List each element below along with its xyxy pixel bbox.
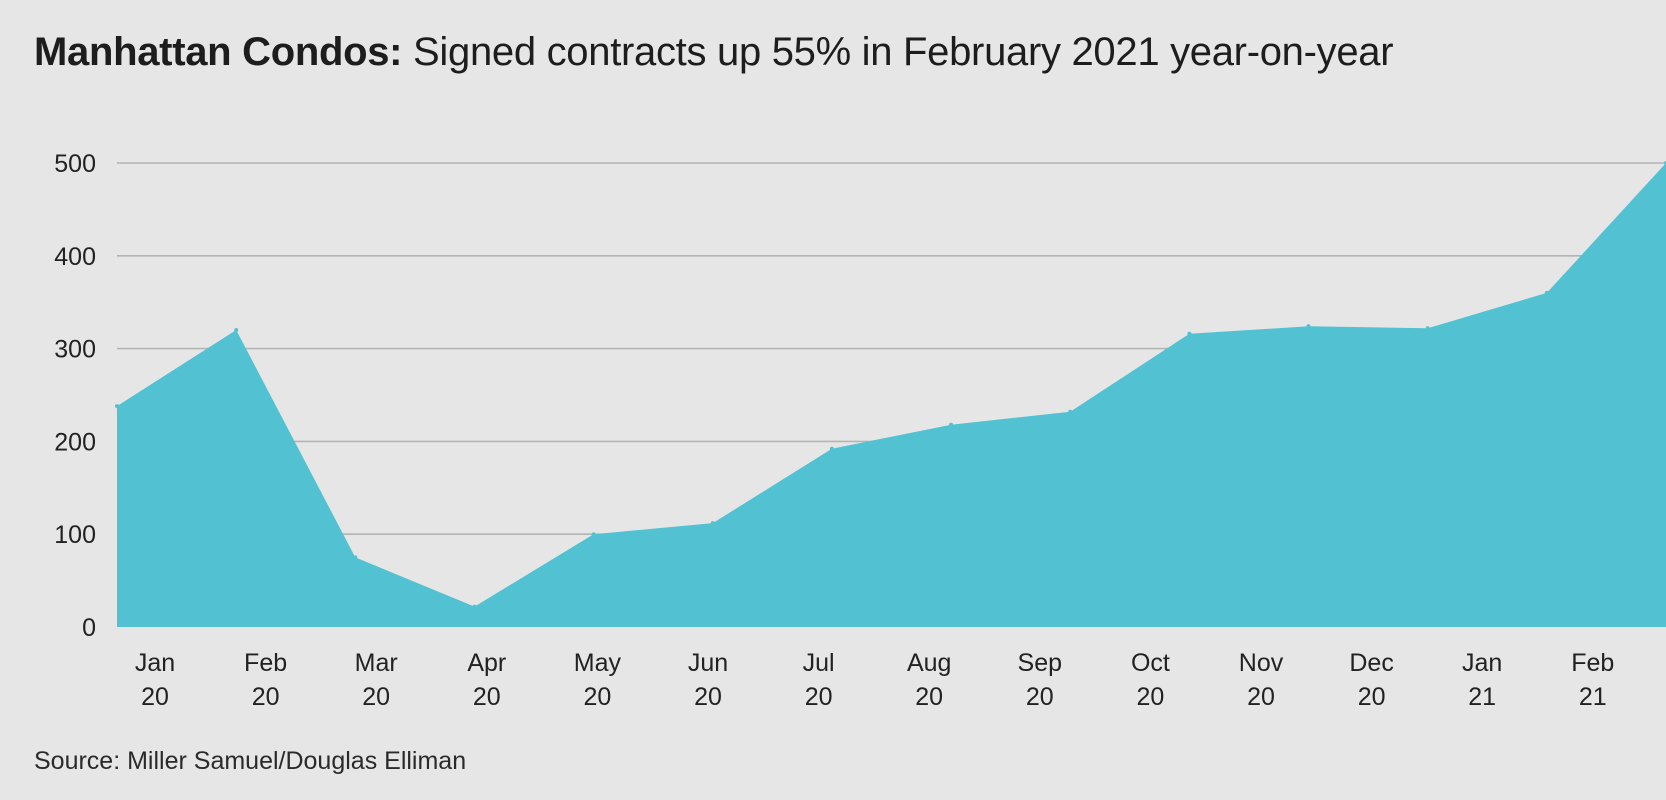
x-tick-label-6: Jul 20	[803, 649, 835, 711]
x-tick-label-5: Jun 20	[688, 649, 728, 711]
x-tick-label-2: Mar 20	[355, 649, 398, 711]
x-tick-month: Oct	[1131, 649, 1170, 677]
data-point-11	[1425, 326, 1430, 331]
x-tick-label-1: Feb 20	[244, 649, 287, 711]
x-tick-month: Apr	[467, 649, 506, 677]
x-tick-year: 21	[1579, 683, 1607, 711]
x-tick-year: 20	[1358, 683, 1386, 711]
y-tick-label-300: 300	[54, 336, 96, 364]
area-series	[115, 161, 1666, 627]
x-tick-month: Feb	[244, 649, 287, 677]
chart-title-subtitle: Signed contracts up 55% in February 2021…	[413, 30, 1394, 74]
x-tick-year: 21	[1468, 683, 1496, 711]
chart-title: Manhattan Condos: Signed contracts up 55…	[34, 30, 1394, 75]
data-point-9	[1187, 331, 1192, 336]
area-fill	[117, 163, 1666, 627]
data-point-10	[1306, 324, 1311, 329]
x-tick-year: 20	[1247, 683, 1275, 711]
y-axis-ticks: 0 100 200 300 400 500	[54, 150, 96, 642]
x-tick-month: May	[574, 649, 622, 677]
x-tick-year: 20	[473, 683, 501, 711]
x-tick-label-0: Jan 20	[135, 649, 175, 711]
x-tick-label-12: Jan 21	[1462, 649, 1502, 711]
x-tick-label-4: May 20	[574, 649, 622, 711]
x-tick-month: Sep	[1018, 649, 1062, 677]
source-note: Source: Miller Samuel/Douglas Elliman	[34, 747, 467, 775]
data-point-6	[829, 446, 834, 451]
data-point-4	[591, 532, 596, 537]
data-point-7	[949, 422, 954, 427]
y-tick-label-0: 0	[82, 614, 96, 642]
data-point-2	[353, 555, 358, 560]
x-tick-year: 20	[252, 683, 280, 711]
y-tick-label-500: 500	[54, 150, 96, 178]
data-point-8	[1068, 409, 1073, 414]
x-tick-year: 20	[362, 683, 390, 711]
x-tick-year: 20	[1026, 683, 1054, 711]
y-tick-label-200: 200	[54, 428, 96, 456]
x-tick-label-11: Dec 20	[1349, 649, 1393, 711]
data-point-1	[234, 328, 239, 332]
x-tick-month: Jul	[803, 649, 835, 677]
x-tick-label-3: Apr 20	[467, 649, 506, 711]
x-tick-year: 20	[1136, 683, 1164, 711]
x-tick-month: Feb	[1571, 649, 1614, 677]
y-tick-label-400: 400	[54, 243, 96, 271]
x-tick-month: Nov	[1239, 649, 1284, 677]
y-tick-label-100: 100	[54, 521, 96, 549]
data-point-3	[472, 604, 477, 609]
chart-title-bold: Manhattan Condos:	[34, 30, 403, 74]
x-tick-year: 20	[694, 683, 722, 711]
x-tick-label-10: Nov 20	[1239, 649, 1284, 711]
x-tick-label-8: Sep 20	[1018, 649, 1062, 711]
x-tick-label-9: Oct 20	[1131, 649, 1170, 711]
x-tick-label-7: Aug 20	[907, 649, 951, 711]
x-tick-month: Mar	[355, 649, 398, 677]
x-tick-label-13: Feb 21	[1571, 649, 1614, 711]
x-tick-month: Jun	[688, 649, 728, 677]
data-point-12	[1544, 290, 1549, 295]
x-tick-year: 20	[915, 683, 943, 711]
x-tick-month: Jan	[1462, 649, 1502, 677]
x-tick-year: 20	[583, 683, 611, 711]
data-point-0	[115, 404, 119, 409]
data-point-5	[710, 521, 715, 526]
x-tick-year: 20	[141, 683, 169, 711]
x-tick-month: Jan	[135, 649, 175, 677]
x-tick-year: 20	[805, 683, 833, 711]
x-tick-month: Aug	[907, 649, 951, 677]
x-tick-month: Dec	[1349, 649, 1393, 677]
x-axis-ticks: Jan 20 Feb 20 Mar 20 Apr 20 May 20 Jun 20 Jul 20 Aug 20…	[135, 649, 1615, 711]
